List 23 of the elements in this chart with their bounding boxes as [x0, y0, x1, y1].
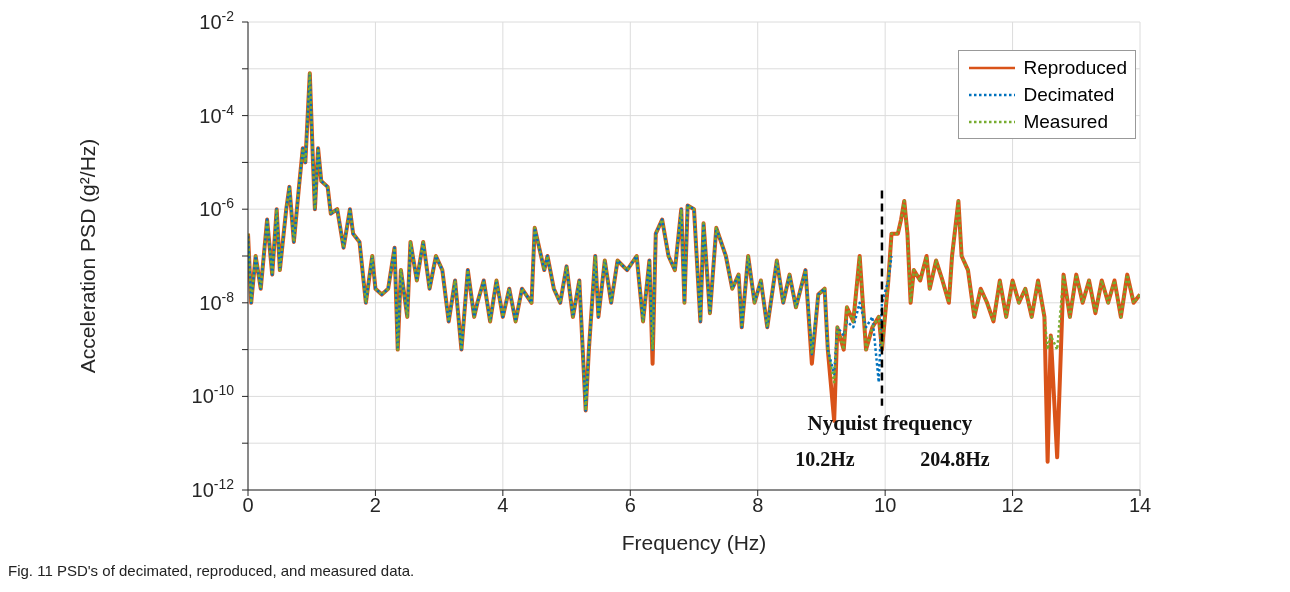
- y-tick-label: 10$^{-12}$: [191, 476, 235, 501]
- x-axis-title: Frequency (Hz): [621, 531, 767, 554]
- ref-line-label: Nyquist frequency: [807, 410, 973, 435]
- y-tick-label: 10$^{-6}$: [199, 195, 235, 221]
- annotation: 10.2Hz: [795, 447, 855, 470]
- y-tick-label: 10$^{-10}$: [191, 382, 235, 408]
- y-tick-label: 10$^{-2}$: [199, 8, 235, 33]
- x-tick-label: 10: [874, 494, 897, 517]
- legend-label: Reproduced: [1023, 56, 1127, 80]
- legend-label: Measured: [1023, 110, 1108, 134]
- x-tick-label: 2: [369, 494, 381, 517]
- x-tick-label: 0: [242, 494, 254, 517]
- x-tick-label: 12: [1001, 494, 1024, 517]
- y-axis-title: Acceleration PSD (g²/Hz): [76, 138, 100, 374]
- annotation: 204.8Hz: [920, 447, 990, 470]
- x-tick-label: 4: [497, 494, 509, 517]
- x-tick-label: 8: [752, 494, 764, 517]
- caption: Fig. 11 PSD's of decimated, reproduced, and measured data.: [8, 562, 416, 579]
- x-tick-label: 14: [1128, 494, 1152, 517]
- y-tick-label: 10$^{-4}$: [199, 101, 235, 127]
- legend-label: Decimated: [1023, 83, 1115, 107]
- x-tick-label: 6: [624, 494, 636, 517]
- y-tick-label: 10$^{-8}$: [199, 288, 235, 314]
